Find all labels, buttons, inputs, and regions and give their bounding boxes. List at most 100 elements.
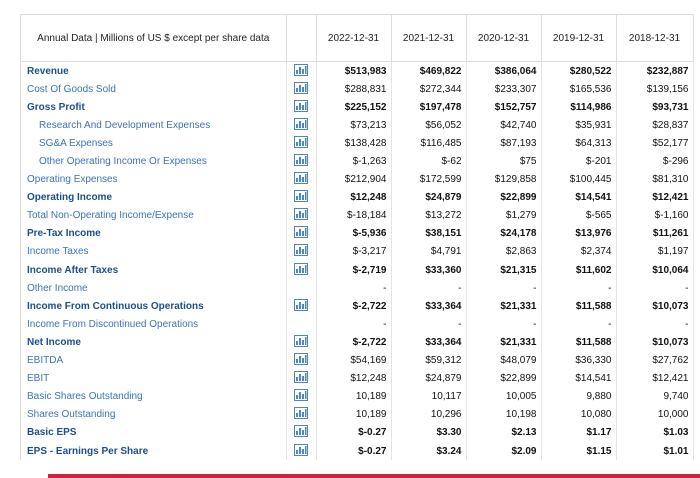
cell-value: $21,331 xyxy=(466,297,542,316)
cell-value: - xyxy=(316,279,392,298)
chart-icon-cell xyxy=(286,80,317,99)
table-row: Income From Discontinued Operations - - - - - xyxy=(21,315,694,334)
table-row: Total Non-Operating Income/Expense $-18,1… xyxy=(21,206,694,225)
cell-value: $21,315 xyxy=(466,261,542,280)
cell-value: $114,986 xyxy=(541,98,617,117)
cell-value: $3.24 xyxy=(391,441,467,461)
chart-icon[interactable] xyxy=(294,208,308,223)
table-row: Operating Expenses $212,904 $172,599 $129,8… xyxy=(21,170,694,189)
cell-value: $1,197 xyxy=(616,242,694,262)
chart-icon-cell xyxy=(286,333,317,352)
cell-value: $-18,184 xyxy=(316,206,392,225)
row-label: EBITDA xyxy=(21,351,287,370)
financial-table: Annual Data | Millions of US $ except pe… xyxy=(20,14,694,461)
cell-value: $197,478 xyxy=(391,98,467,117)
chart-icon[interactable] xyxy=(294,81,308,97)
cell-value: $-0.27 xyxy=(316,423,392,442)
chart-icon[interactable] xyxy=(294,154,308,169)
cell-value: $212,904 xyxy=(316,170,392,189)
chart-icon[interactable] xyxy=(294,190,308,205)
row-label: Pre-Tax Income xyxy=(21,224,287,243)
chart-icon[interactable] xyxy=(294,334,308,350)
cell-value: $81,310 xyxy=(616,170,694,189)
chart-icon[interactable] xyxy=(294,407,308,422)
chart-icon[interactable] xyxy=(294,63,308,79)
cell-value: $-2,722 xyxy=(316,333,392,352)
cell-value: $10,073 xyxy=(616,297,694,316)
table-row: Revenue $513,983 $469,822 $386,064 $280,522 $… xyxy=(21,61,694,81)
chart-icon[interactable] xyxy=(294,389,308,404)
cell-value: $13,272 xyxy=(391,206,467,225)
chart-icon-cell xyxy=(286,224,317,243)
chart-icon[interactable] xyxy=(294,244,308,259)
chart-icon-cell xyxy=(286,369,317,388)
chart-icon-cell xyxy=(286,188,317,207)
cell-value: $-0.27 xyxy=(316,441,392,461)
cell-value: $54,169 xyxy=(316,351,392,370)
table-row: SG&A Expenses $138,428 $116,485 $87,193 $64,… xyxy=(21,134,694,153)
cell-value: $14,541 xyxy=(541,188,617,207)
cell-value: $-1,263 xyxy=(316,152,392,171)
cell-value: $129,858 xyxy=(466,170,542,189)
chart-icon[interactable] xyxy=(294,353,308,368)
chart-icon-cell xyxy=(286,387,317,406)
chart-icon[interactable] xyxy=(294,371,308,386)
cell-value: $14,541 xyxy=(541,369,617,388)
cell-value: 10,080 xyxy=(541,405,617,424)
table-row: Other Operating Income Or Expenses $-1,26… xyxy=(21,152,694,171)
cell-value: $33,364 xyxy=(391,333,467,352)
cell-value: - xyxy=(466,315,542,334)
cell-value: $35,931 xyxy=(541,116,617,135)
table-body: Revenue $513,983 $469,822 $386,064 $280,522 $… xyxy=(21,61,694,461)
row-label: SG&A Expenses xyxy=(21,134,287,153)
chart-icon[interactable] xyxy=(294,262,308,278)
cell-value: $225,152 xyxy=(316,98,392,117)
cell-value: $2,863 xyxy=(466,242,542,262)
cell-value: $2.09 xyxy=(466,441,542,461)
table-row: Income Taxes $-3,217 $4,791 $2,863 $2,374 $1,… xyxy=(21,242,694,262)
row-label: Income After Taxes xyxy=(21,261,287,280)
cell-value: $12,421 xyxy=(616,188,694,207)
cell-value: $42,740 xyxy=(466,116,542,135)
row-label: EBIT xyxy=(21,369,287,388)
table-row: Operating Income $12,248 $24,879 $22,899 $14… xyxy=(21,188,694,207)
chart-icon[interactable] xyxy=(294,117,308,133)
cell-value: $10,064 xyxy=(616,261,694,280)
table: Annual Data | Millions of US $ except pe… xyxy=(21,15,694,461)
chart-icon-cell xyxy=(286,297,317,316)
chart-icon[interactable] xyxy=(294,226,308,241)
chart-icon[interactable] xyxy=(294,135,308,151)
chart-icon[interactable] xyxy=(294,99,308,115)
chart-icon[interactable] xyxy=(294,172,308,187)
cell-value: $272,344 xyxy=(391,80,467,99)
table-row: EBIT $12,248 $24,879 $22,899 $14,541 $12,421 xyxy=(21,369,694,388)
row-label: Research And Development Expenses xyxy=(21,116,287,135)
table-row: Cost Of Goods Sold $288,831 $272,344 $233,3… xyxy=(21,80,694,99)
cell-value: $469,822 xyxy=(391,61,467,81)
chart-icon[interactable] xyxy=(294,425,308,440)
cell-value: $52,177 xyxy=(616,134,694,153)
cell-value: $2.13 xyxy=(466,423,542,442)
cell-value: $93,731 xyxy=(616,98,694,117)
cell-value: $48,079 xyxy=(466,351,542,370)
row-label: Cost Of Goods Sold xyxy=(21,80,287,99)
cell-value: $1.03 xyxy=(616,423,694,442)
table-row: Other Income - - - - - xyxy=(21,279,694,298)
cell-value: 10,005 xyxy=(466,387,542,406)
chart-icon-cell xyxy=(286,152,317,171)
chart-icon[interactable] xyxy=(294,298,308,314)
cell-value: $513,983 xyxy=(316,61,392,81)
cell-value: $11,602 xyxy=(541,261,617,280)
chart-icon[interactable] xyxy=(294,443,308,459)
chart-icon-cell xyxy=(286,423,317,442)
cell-value: $1.01 xyxy=(616,441,694,461)
cell-value: $152,757 xyxy=(466,98,542,117)
cell-value: $-2,722 xyxy=(316,297,392,316)
footer-bar xyxy=(48,474,700,478)
cell-value: $11,588 xyxy=(541,297,617,316)
chart-icon-cell xyxy=(286,170,317,189)
cell-value: $-3,217 xyxy=(316,242,392,262)
cell-value: 10,296 xyxy=(391,405,467,424)
cell-value: $36,330 xyxy=(541,351,617,370)
